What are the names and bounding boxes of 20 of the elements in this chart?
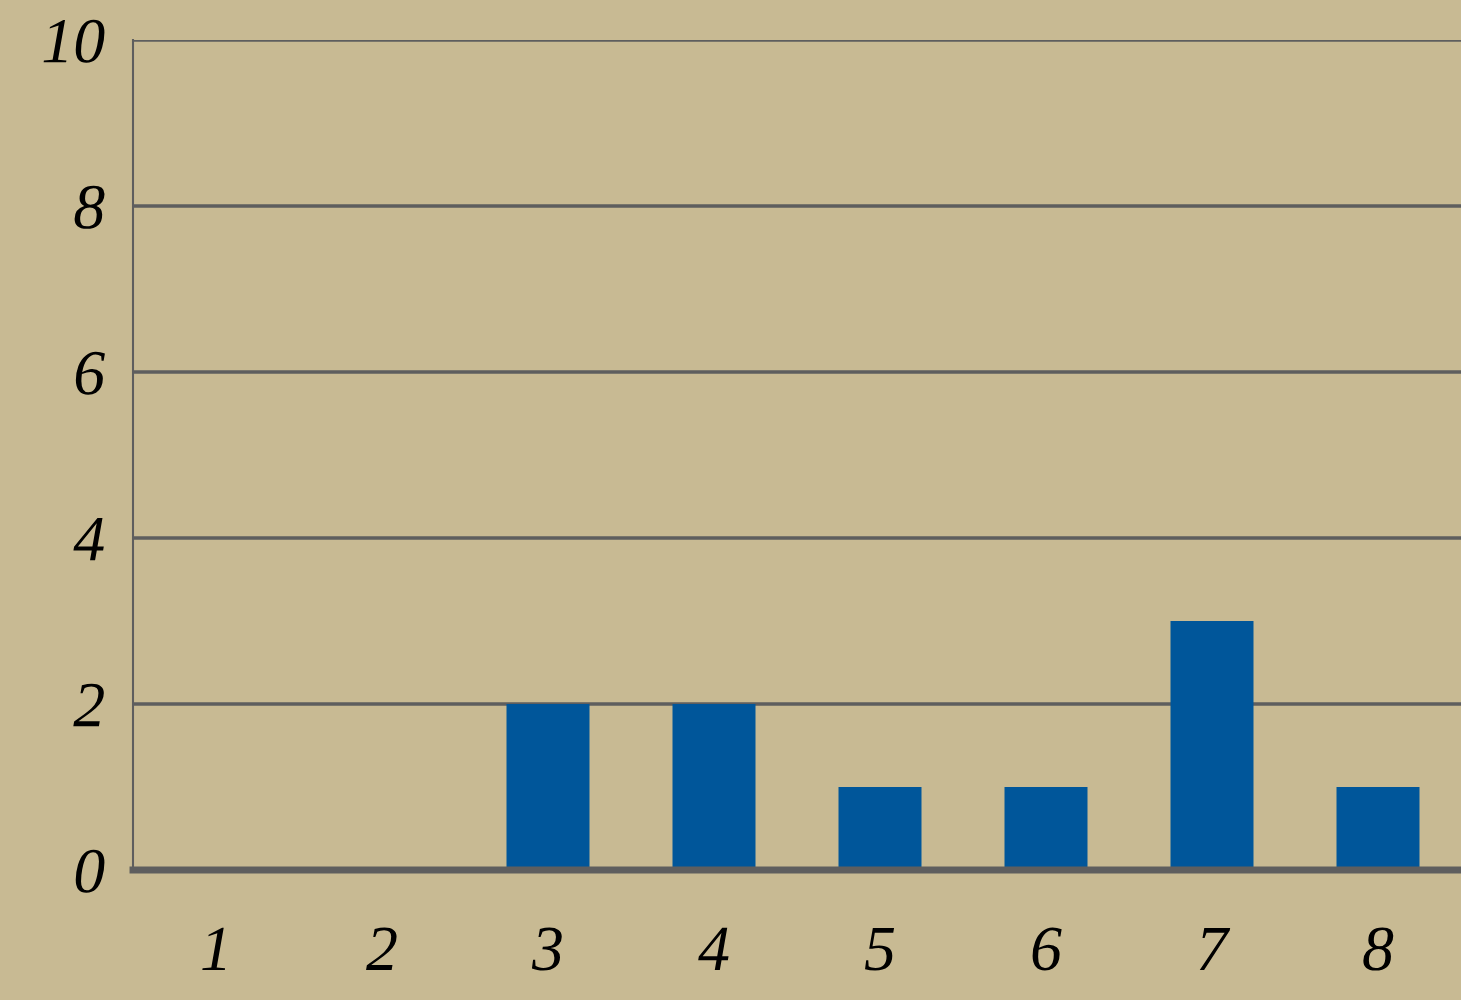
- x-tick-label: 8: [1363, 927, 1394, 971]
- bar: [672, 704, 756, 870]
- bar: [1170, 621, 1254, 870]
- y-tick-label: 6: [75, 351, 105, 395]
- x-tick-label: 7: [1199, 928, 1231, 970]
- y-tick-label: 0: [75, 849, 105, 893]
- x-tick-label: 1: [202, 927, 226, 970]
- x-tick-label: 6: [1032, 927, 1062, 971]
- x-tick-label: 5: [865, 928, 895, 971]
- x-tick-label: 4: [698, 927, 729, 970]
- x-tick-label: 2: [366, 927, 397, 970]
- y-tick-label: 10: [43, 19, 105, 63]
- bar: [838, 787, 922, 870]
- bar: [1004, 787, 1088, 870]
- bar: [1336, 787, 1420, 870]
- x-tick-label: 3: [531, 927, 562, 971]
- y-tick-label: 2: [73, 683, 104, 727]
- y-tick-label: 8: [74, 185, 105, 229]
- y-tick-label: 4: [73, 518, 104, 561]
- bar: [506, 704, 590, 870]
